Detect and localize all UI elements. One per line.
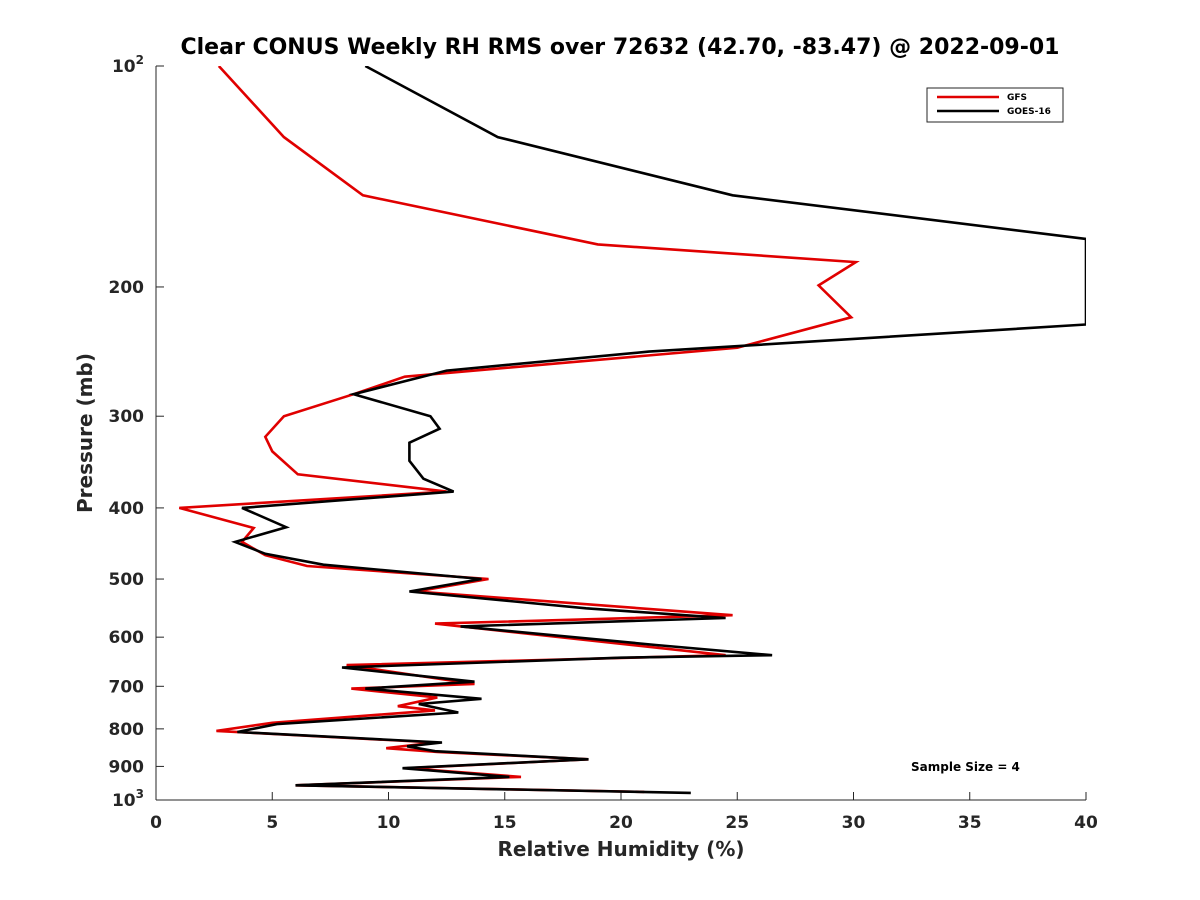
- series-line-goes-16: [231, 66, 1086, 795]
- series-line-gfs: [178, 66, 860, 794]
- sample-size-annotation: Sample Size = 4: [911, 760, 1020, 774]
- legend-label: GOES-16: [1007, 107, 1051, 117]
- y-tick-label: 700: [109, 677, 145, 697]
- x-axis-label: Relative Humidity (%): [497, 837, 744, 861]
- x-tick-label: 10: [377, 813, 401, 833]
- y-tick-label: 102: [112, 53, 144, 77]
- legend-box: [926, 87, 1064, 123]
- legend-label: GFS: [1007, 93, 1027, 103]
- legend: GFS GOES-16: [926, 87, 1064, 123]
- x-tick-label: 30: [842, 813, 866, 833]
- y-tick-label: 600: [109, 628, 145, 648]
- x-tick-label: 25: [725, 813, 749, 833]
- y-tick-label: 900: [109, 757, 145, 777]
- x-tick-label: 0: [150, 813, 162, 833]
- y-tick-label: 500: [109, 570, 145, 590]
- y-axis-label: Pressure (mb): [73, 353, 97, 513]
- y-tick-label: 103: [112, 787, 144, 811]
- x-tick-label: 15: [493, 813, 517, 833]
- y-tick-label: 200: [109, 278, 145, 298]
- tick-labels: 0 5 10 15 20 25 30 35 40 102 200 300 400 500 600 700 800…: [109, 53, 1098, 833]
- axes: [155, 65, 1087, 801]
- y-tick-label: 300: [109, 407, 145, 427]
- x-tick-label: 40: [1074, 813, 1098, 833]
- x-tick-label: 5: [266, 813, 278, 833]
- x-tick-label: 35: [958, 813, 982, 833]
- chart-title: Clear CONUS Weekly RH RMS over 72632 (42…: [181, 35, 1060, 60]
- y-tick-label: 400: [109, 499, 145, 519]
- series-layer: [178, 66, 1086, 795]
- x-tick-label: 20: [609, 813, 633, 833]
- y-tick-label: 800: [109, 720, 145, 740]
